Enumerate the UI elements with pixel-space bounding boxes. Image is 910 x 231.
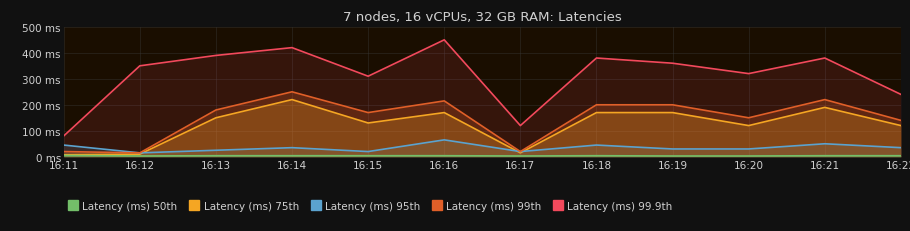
Legend: Latency (ms) 50th, Latency (ms) 75th, Latency (ms) 95th, Latency (ms) 99th, Late: Latency (ms) 50th, Latency (ms) 75th, La…: [69, 201, 672, 211]
Title: 7 nodes, 16 vCPUs, 32 GB RAM: Latencies: 7 nodes, 16 vCPUs, 32 GB RAM: Latencies: [343, 11, 622, 24]
